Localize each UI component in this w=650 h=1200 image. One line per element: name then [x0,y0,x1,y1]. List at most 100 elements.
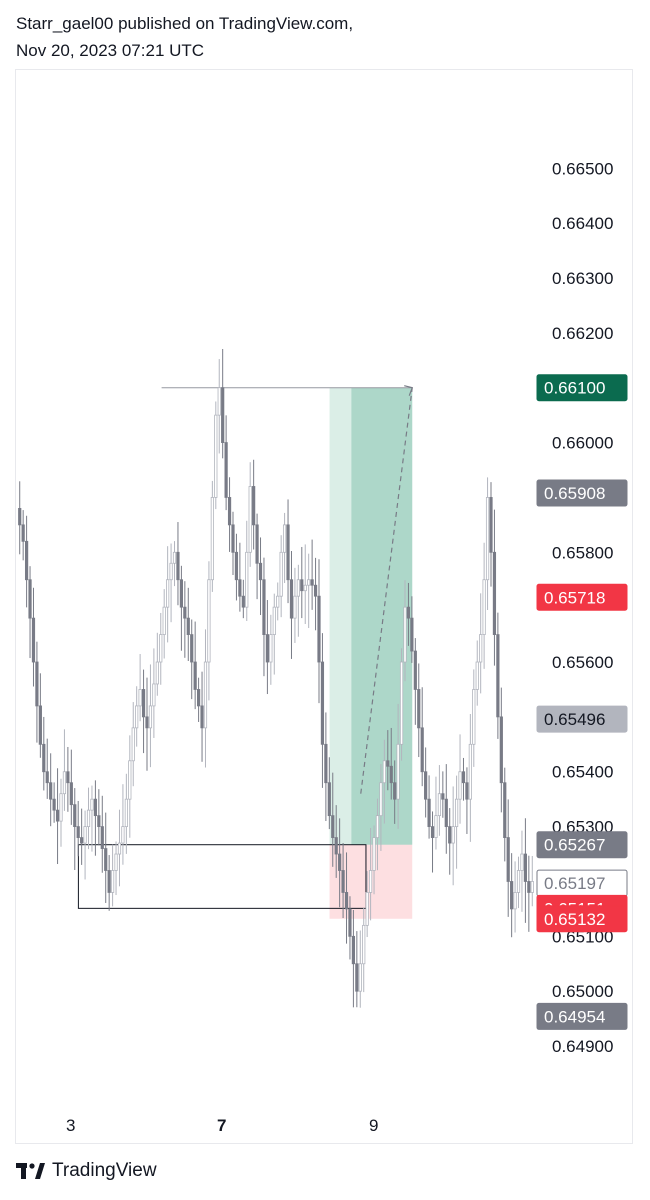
candle-body [97,815,101,828]
candle-body [358,963,362,992]
candle-body [169,562,173,581]
candle-body [138,689,142,707]
candle-body [24,540,29,581]
candle-body [83,826,87,844]
candle-body [441,793,445,800]
candle-body [334,837,338,855]
candle-body [162,606,166,635]
candle-body [265,634,270,663]
candle-body [317,595,321,663]
candle-body [461,771,466,784]
candle-body [293,595,297,619]
candle-body [238,579,242,597]
candle-body [527,881,531,893]
candle-body [221,387,225,443]
candle-body [210,497,214,581]
candles-layer [18,348,534,1008]
candle-body [355,963,359,992]
candle-body [368,870,373,893]
candle-body [128,760,132,800]
candle-body [516,870,521,893]
y-tick-label: 0.64900 [552,1037,613,1056]
candle-body [338,853,342,871]
candle-body [86,809,91,828]
price-label: 0.65197 [544,874,605,893]
candle-body [468,743,472,800]
candle-body [59,793,63,822]
candle-body [341,870,345,893]
candle-body [248,486,252,553]
candle-body [310,579,314,586]
publish-date: Nov 20, 2023 07:21 UTC [16,41,205,60]
candle-body [110,870,115,893]
time-axis[interactable]: 3 7 9 [66,1116,378,1135]
candle-body [430,826,435,838]
candle-body [300,579,304,592]
candle-body [100,826,104,849]
candle-body [406,606,411,619]
candle-body [362,924,366,965]
candle-body [131,727,135,762]
candle-body [90,798,94,811]
candle-body [172,551,177,564]
candle-body [176,551,180,581]
candle-body [183,606,187,619]
candle-body [69,782,73,806]
candle-body [327,782,331,817]
candle-body [458,771,462,800]
candle-body [21,524,25,542]
profit-zone [351,387,413,845]
candle-body [252,486,256,526]
price-labels-layer: 0.66100 0.65908 0.65718 0.65496 0.65267 0.651… [536,374,628,1030]
candle-body [289,579,294,619]
price-label: 0.65267 [544,836,605,855]
candle-body [104,848,108,871]
candle-body [372,837,376,871]
candle-body [35,661,39,707]
candle-body [413,650,417,690]
candle-body [296,579,300,597]
y-tick-label: 0.65400 [552,763,613,782]
candle-body [190,634,194,663]
candle-body [38,705,42,745]
candle-body [396,743,400,800]
candle-body [475,661,479,690]
price-label-box [536,374,628,402]
candle-body [523,853,528,882]
candle-body [520,853,524,871]
candle-body [492,551,497,635]
y-tick-label: 0.66200 [552,324,613,343]
candle-body [379,782,383,817]
chart-frame[interactable]: 0.64900 0.65000 0.65100 0.65300 0.65400 0.656… [15,69,633,1144]
candle-body [503,782,507,838]
candle-body [417,689,421,729]
candle-body [49,782,53,800]
candle-body [31,617,36,663]
candle-body [424,771,428,800]
candle-body [55,809,60,822]
candle-body [331,815,335,838]
candle-body [269,634,273,663]
tradingview-logo-icon [16,1162,45,1179]
candle-body [196,689,201,707]
candle-body [420,727,424,773]
candle-body [479,634,483,663]
candle-body [207,579,211,663]
price-label-box [536,479,628,507]
y-tick-label: 0.65800 [552,543,613,562]
candle-body [255,524,259,564]
candle-body [52,798,56,811]
candle-body [76,826,80,838]
y-tick-label: 0.66400 [552,214,613,233]
price-label: 0.66100 [544,379,605,398]
candle-body [166,579,170,608]
candle-body [437,793,442,817]
candle-body [313,584,318,597]
candle-body [399,661,404,745]
candle-body [324,743,328,784]
candle-body [227,497,232,526]
footer[interactable]: TradingView [16,1160,157,1182]
candle-body [375,815,380,838]
x-tick-label: 3 [66,1116,75,1135]
price-chart[interactable]: 0.649000.650000.651000.653000.654000.656… [16,70,632,1143]
